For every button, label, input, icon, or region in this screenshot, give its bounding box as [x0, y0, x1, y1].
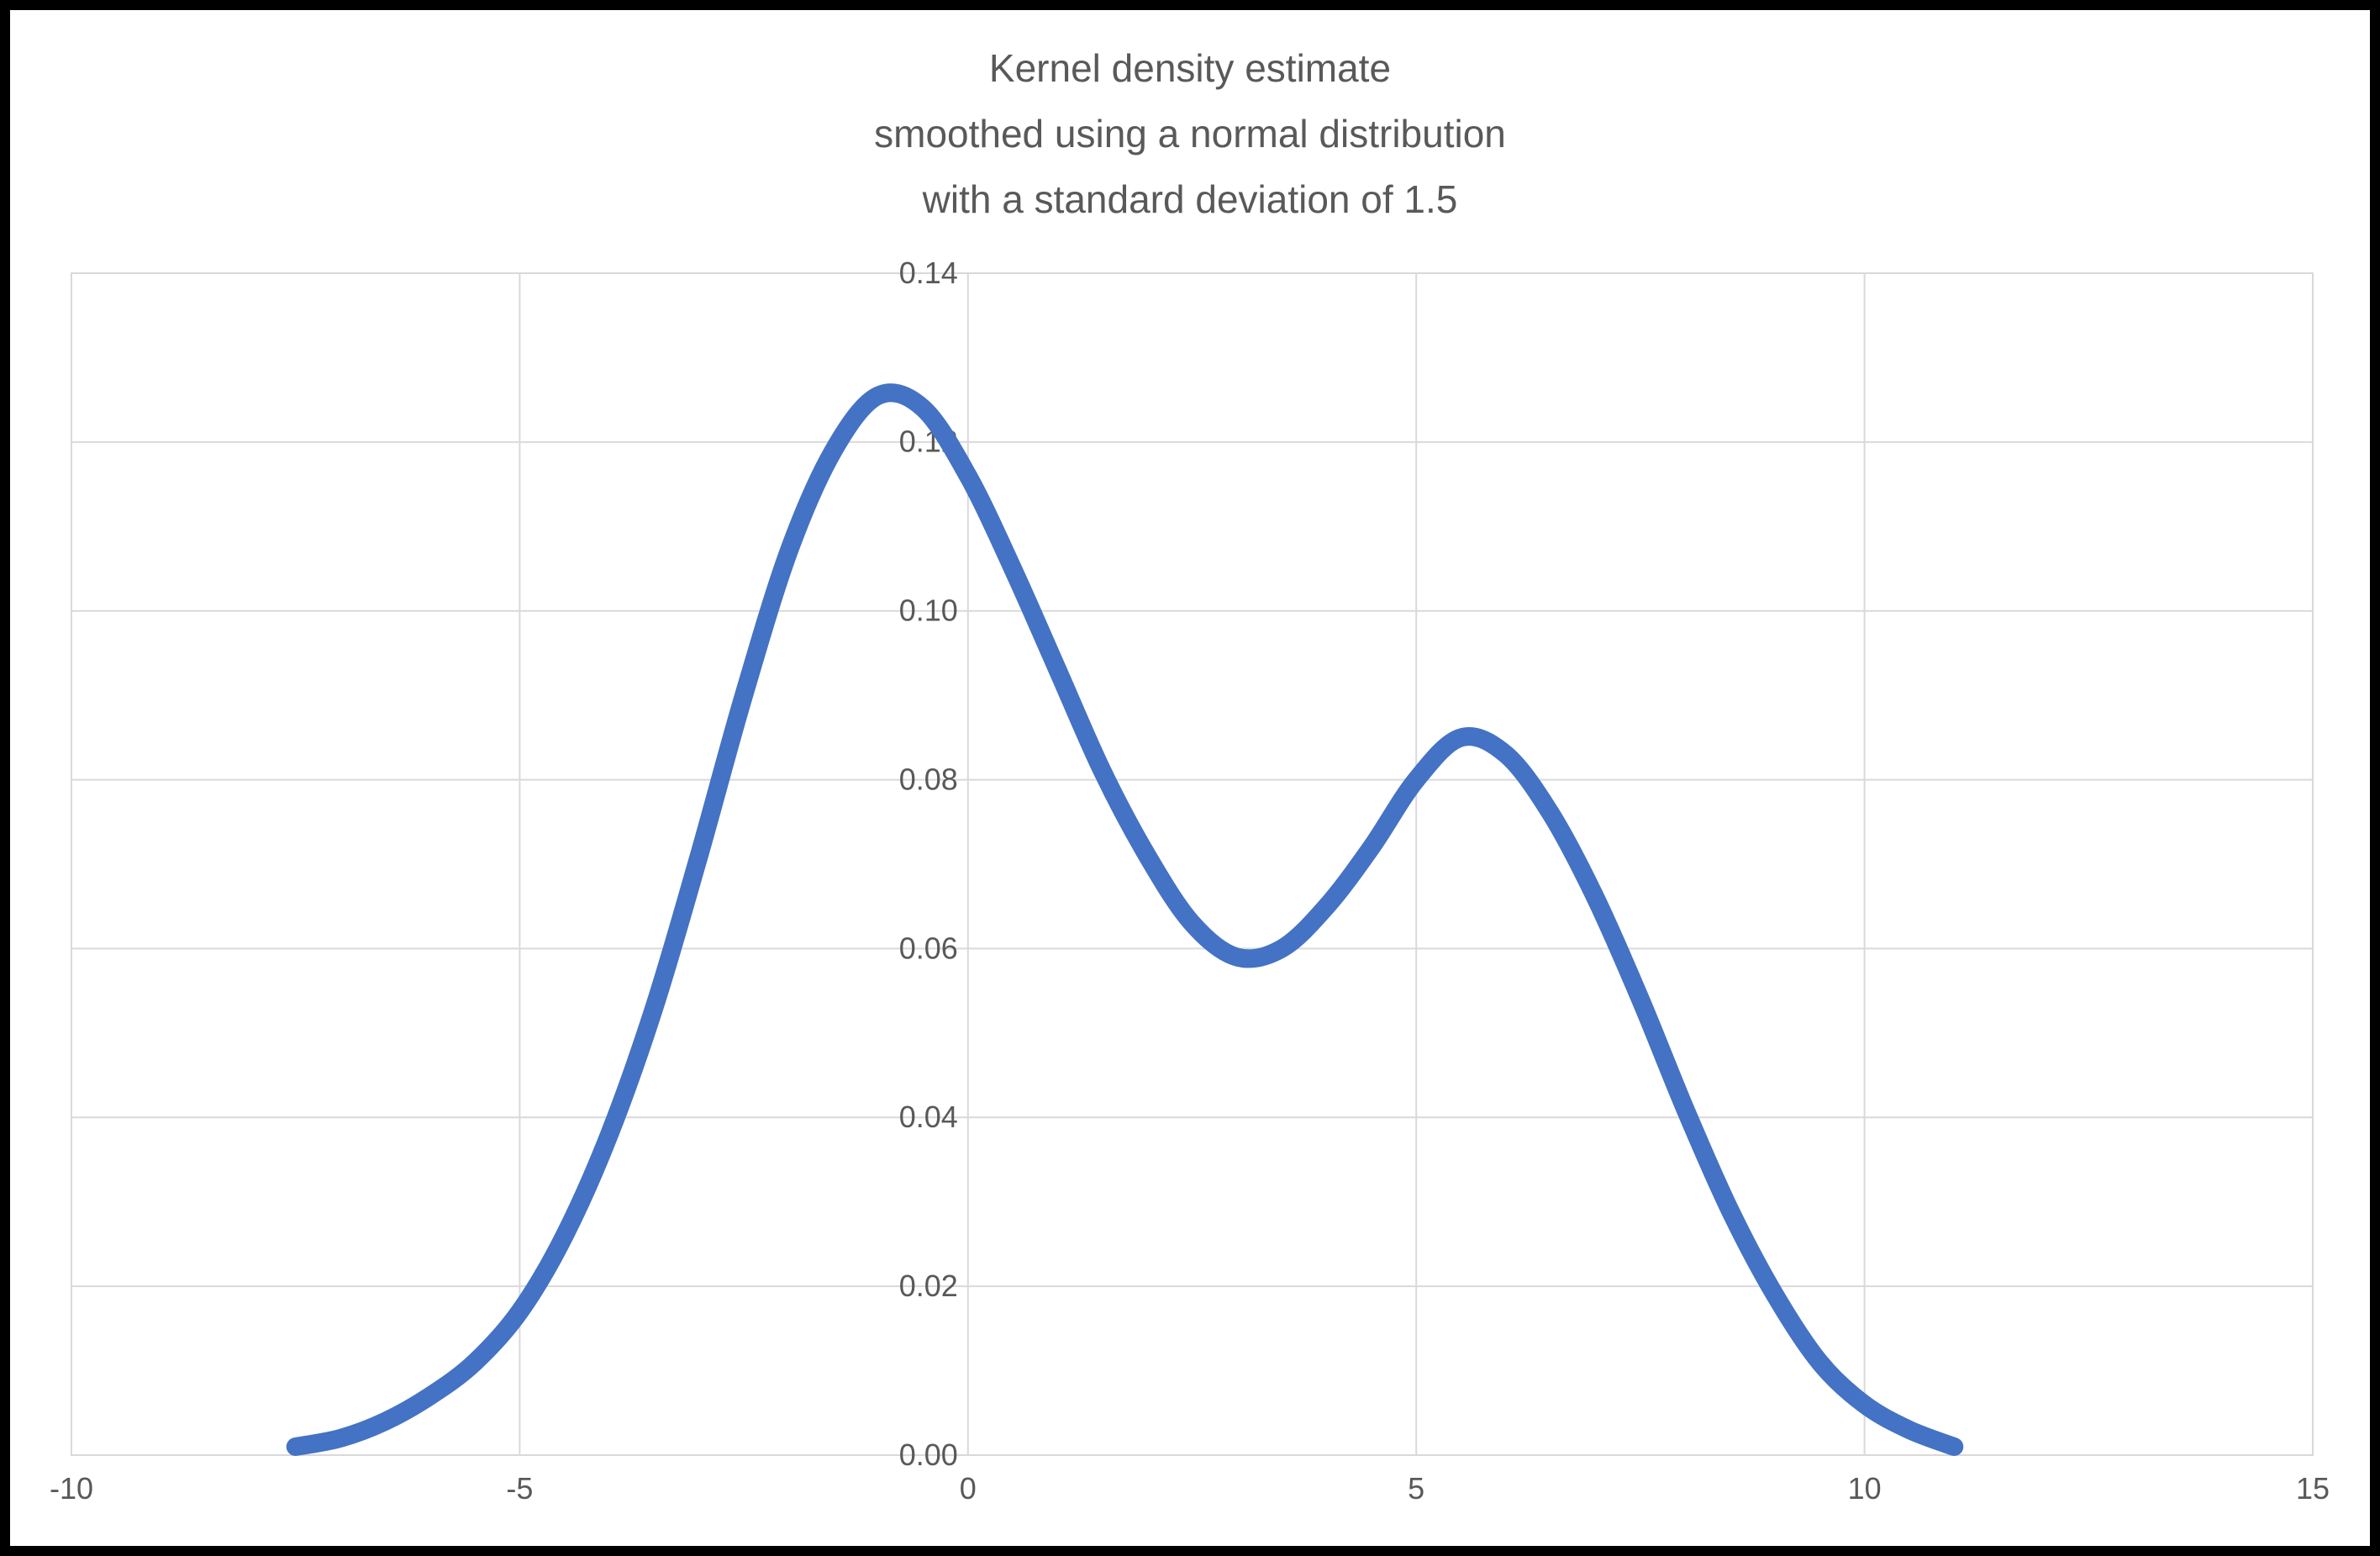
y-axis-tick-label: 0.08 — [899, 762, 958, 796]
chart-title-line-2: smoothed using a normal distribution — [874, 112, 1506, 156]
chart-title: Kernel density estimate smoothed using a… — [0, 35, 2380, 232]
y-axis-tick-label: 0.14 — [899, 256, 958, 290]
kde-curve — [286, 383, 1964, 1456]
x-axis-tick-label: 15 — [2296, 1471, 2330, 1506]
y-axis-tick-label: 0.02 — [899, 1269, 958, 1303]
x-axis-tick-label: -5 — [506, 1471, 533, 1506]
x-axis-tick-label: 10 — [1848, 1471, 1882, 1506]
chart-title-line-1: Kernel density estimate — [988, 46, 1392, 90]
plot-area-border — [71, 272, 2314, 1456]
x-axis-tick-label: 5 — [1408, 1471, 1424, 1506]
y-axis-tick-label: 0.06 — [899, 931, 958, 965]
x-axis-tick-label: 0 — [960, 1471, 977, 1506]
y-axis-tick-label: 0.10 — [899, 593, 958, 628]
y-axis-tick-label: 0.00 — [899, 1437, 958, 1472]
x-axis-tick-label: -10 — [50, 1471, 93, 1506]
y-axis-tick-label: 0.04 — [899, 1100, 958, 1134]
chart-title-line-3: with a standard deviation of 1.5 — [922, 177, 1458, 221]
